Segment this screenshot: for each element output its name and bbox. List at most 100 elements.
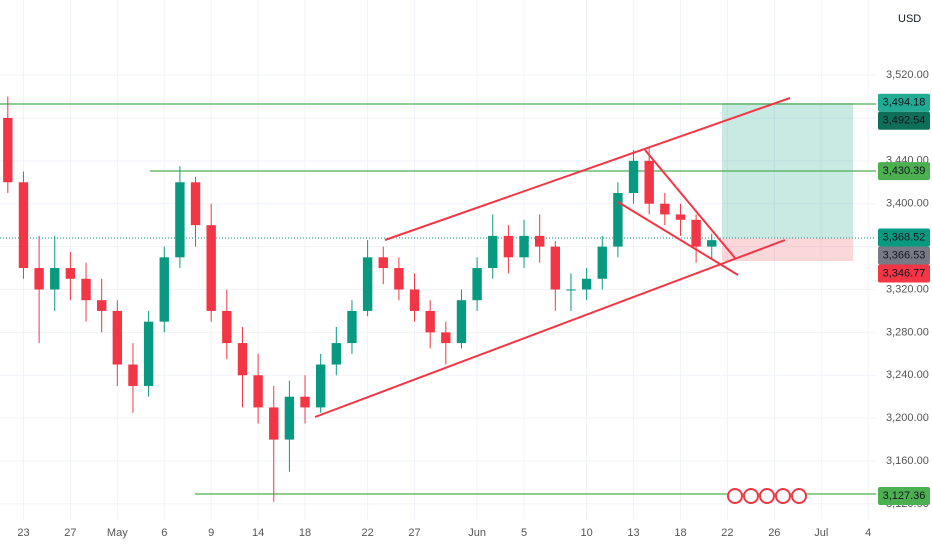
price-label-box [878, 246, 930, 265]
wedge-bottom [617, 201, 739, 276]
price-label: 3,127.36 [883, 490, 926, 502]
candle-body [81, 278, 91, 301]
currency: USD [898, 13, 921, 25]
x-tick-label: Jul [814, 527, 828, 539]
candle-body [3, 117, 13, 183]
candle-body [206, 225, 216, 311]
candle-body [472, 268, 482, 301]
candle-body [18, 182, 29, 269]
candle-body [707, 240, 717, 247]
axes: 3,120.003,160.003,200.003,240.003,280.00… [17, 69, 930, 539]
price-label-box [878, 162, 930, 181]
candles [3, 96, 717, 502]
price-label: 3,430.39 [883, 165, 926, 177]
candle-body [550, 246, 561, 290]
candle-body [143, 321, 154, 386]
y-tick-label: 3,320.00 [886, 283, 929, 295]
candle-body [660, 203, 670, 215]
candle-body [128, 364, 138, 386]
candle-body [112, 310, 123, 365]
candle-body [34, 268, 44, 290]
candle-body [331, 343, 342, 365]
price-label-box [878, 93, 930, 112]
y-tick-label: 3,240.00 [886, 369, 929, 381]
event-icon [759, 488, 775, 504]
y-tick-label: 3,200.00 [886, 412, 929, 424]
candle-body [488, 235, 498, 269]
x-tick-label: 5 [521, 527, 527, 539]
price-label-box [878, 228, 930, 247]
candle-body [675, 214, 686, 220]
candle-body [394, 268, 404, 290]
candle-body [50, 268, 60, 290]
event-icon [791, 488, 807, 504]
y-tick-label: 3,400.00 [886, 198, 929, 210]
price-label: 3,494.18 [883, 97, 926, 109]
x-tick-label: Jun [468, 527, 486, 539]
candle-body [597, 246, 607, 279]
candle-body [644, 160, 654, 204]
y-tick-label: 3,520.00 [886, 69, 929, 81]
x-tick-label: 9 [208, 527, 214, 539]
candle-body [566, 289, 576, 291]
candle-body [456, 300, 467, 344]
x-tick-label: 10 [580, 527, 592, 539]
x-tick-label: 18 [674, 527, 686, 539]
event-icon [743, 488, 759, 504]
candle-body [65, 268, 76, 279]
candle-body [269, 407, 279, 440]
x-tick-label: 6 [161, 527, 167, 539]
candle-body [253, 375, 263, 408]
x-tick-label: 13 [627, 527, 639, 539]
candle-body [519, 235, 529, 258]
candle-body [628, 160, 639, 193]
candle-body [300, 396, 310, 408]
price-label: 3,346.77 [883, 267, 926, 279]
candle-body [613, 192, 623, 247]
price-label: 3,368.52 [883, 231, 926, 243]
stop-zone [722, 238, 853, 261]
candle-body [96, 300, 107, 311]
candle-body [175, 182, 185, 258]
x-tick-label: 14 [252, 527, 264, 539]
candle-body [503, 235, 514, 258]
event-icon [727, 488, 743, 504]
price-label-box [878, 111, 930, 130]
x-tick-label: 4 [865, 527, 871, 539]
price-label-box [878, 264, 930, 283]
time-axis [0, 520, 876, 550]
candle-body [425, 310, 435, 333]
x-tick-label: 27 [64, 527, 76, 539]
candle-body [237, 343, 248, 376]
y-tick-label: 3,280.00 [886, 326, 929, 338]
price-label-box [878, 487, 930, 506]
candle-body [159, 257, 169, 322]
candle-body [284, 396, 295, 440]
x-tick-label: May [107, 527, 128, 539]
x-tick-label: 22 [721, 527, 733, 539]
price-label: 3,366.53 [883, 249, 926, 261]
wedge-top [644, 149, 736, 259]
y-tick-label: 3,160.00 [886, 455, 929, 467]
candle-body [581, 278, 592, 290]
channel-top [384, 97, 791, 241]
candle-body [315, 364, 326, 408]
x-tick-label: 23 [17, 527, 29, 539]
channel-bottom [314, 239, 786, 418]
x-tick-label: 18 [299, 527, 311, 539]
candle-body [691, 219, 701, 247]
candle-body [347, 310, 357, 344]
x-tick-label: 27 [408, 527, 420, 539]
x-tick-label: 22 [361, 527, 373, 539]
trend-lines [314, 97, 791, 418]
x-tick-label: 26 [768, 527, 780, 539]
candle-body [362, 257, 373, 311]
price-label: 3,492.54 [883, 115, 926, 127]
candle-body [190, 182, 201, 226]
candle-body [534, 235, 545, 247]
candle-body [222, 310, 232, 344]
event-icons [727, 488, 807, 504]
candle-body [409, 289, 420, 311]
candle-body [441, 332, 451, 344]
